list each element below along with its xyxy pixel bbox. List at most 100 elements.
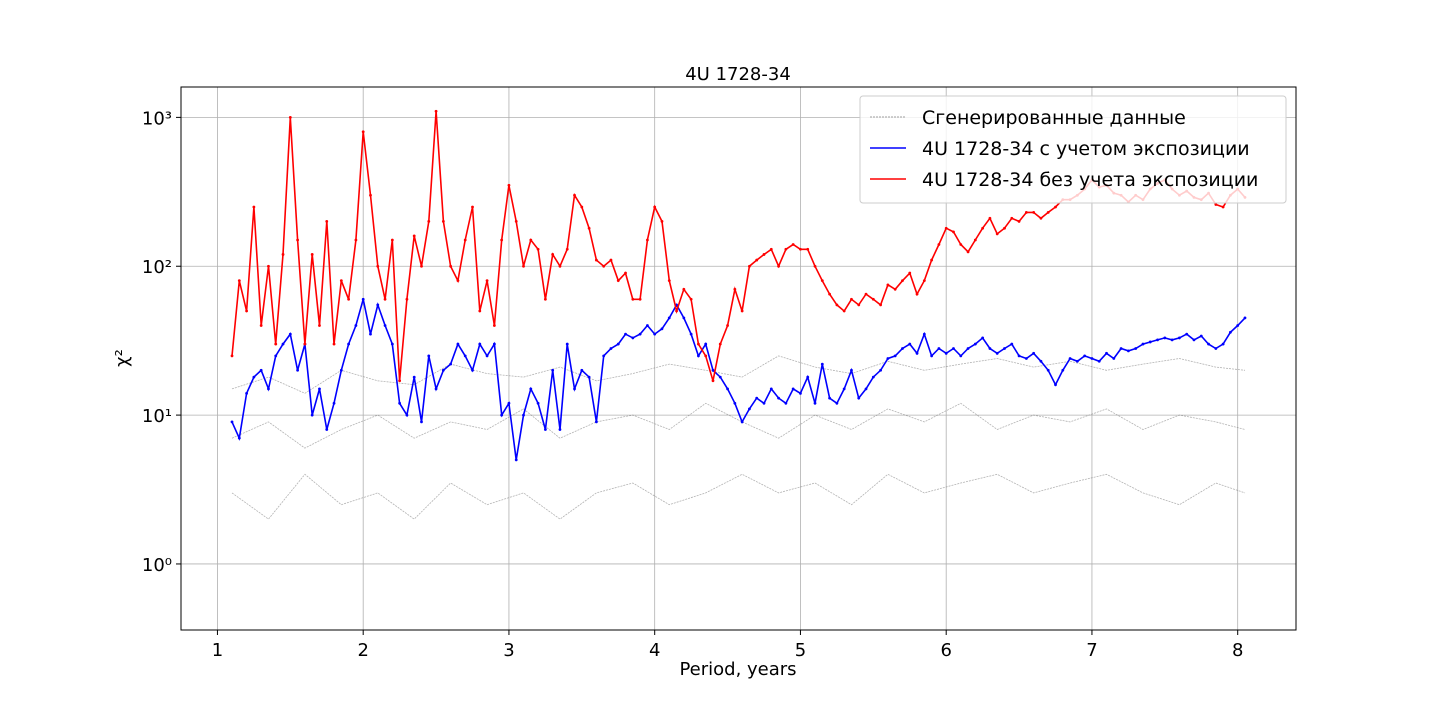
point [762, 401, 766, 405]
point [886, 357, 890, 360]
point [1032, 210, 1036, 214]
point [529, 387, 533, 391]
point [412, 375, 416, 379]
point [376, 264, 380, 268]
point [893, 354, 897, 358]
point [1010, 216, 1014, 220]
point [813, 401, 817, 405]
point [1214, 203, 1218, 206]
point [296, 238, 300, 242]
point [325, 220, 329, 223]
point [471, 205, 474, 209]
point [638, 332, 642, 336]
point [1068, 357, 1072, 360]
point [646, 324, 649, 327]
point [777, 264, 780, 268]
x-tick-label: 3 [503, 640, 514, 661]
point [602, 264, 606, 268]
x-tick-label: 1 [212, 640, 223, 661]
point [1177, 336, 1181, 340]
point [558, 264, 562, 268]
point [514, 220, 518, 223]
point [850, 297, 853, 301]
point [485, 279, 489, 283]
point [769, 387, 773, 391]
point [1126, 349, 1130, 353]
point [966, 347, 970, 350]
point [274, 354, 278, 358]
point [551, 253, 555, 256]
point [1090, 357, 1094, 360]
point [507, 401, 511, 405]
point [828, 292, 831, 296]
point [609, 258, 613, 262]
point [740, 420, 744, 424]
point [981, 336, 985, 340]
point [922, 332, 926, 336]
point [1032, 351, 1036, 355]
point [1170, 338, 1174, 342]
point [901, 279, 904, 283]
point [390, 238, 394, 242]
point [339, 279, 343, 283]
series-line [231, 355, 1246, 394]
point [1148, 340, 1152, 344]
point [1039, 359, 1043, 363]
point [711, 368, 715, 372]
point [507, 183, 511, 187]
point [995, 351, 999, 355]
point [952, 230, 955, 234]
point [879, 368, 883, 372]
legend-label: 4U 1728-34 без учета экспозиции [922, 169, 1258, 191]
point [748, 264, 751, 268]
point [842, 309, 846, 313]
point [230, 354, 234, 358]
chart-title: 4U 1728-34 [685, 64, 791, 85]
point [908, 271, 912, 275]
point [616, 279, 620, 283]
point [697, 354, 700, 358]
point [1192, 338, 1196, 342]
point [653, 205, 657, 209]
point [339, 368, 343, 372]
point [937, 243, 941, 246]
point [667, 279, 671, 283]
point [704, 342, 708, 346]
point [769, 247, 773, 251]
point [594, 258, 598, 262]
point [369, 193, 372, 197]
point [500, 238, 504, 242]
point [616, 342, 620, 346]
point [704, 354, 708, 358]
point [675, 309, 678, 313]
point [543, 297, 547, 301]
x-tick-label: 5 [795, 640, 806, 661]
point [587, 375, 591, 379]
point [420, 420, 423, 424]
point [492, 324, 496, 327]
point [558, 428, 562, 431]
point [901, 347, 904, 350]
point [748, 407, 751, 411]
point [784, 247, 788, 251]
series-line [231, 473, 1246, 520]
point [660, 327, 664, 331]
point [1003, 226, 1006, 230]
point [711, 379, 715, 383]
point [944, 226, 948, 230]
point [1221, 205, 1225, 209]
series-line [231, 299, 1246, 461]
point [930, 258, 934, 262]
point [1017, 220, 1021, 223]
point [427, 220, 431, 223]
point [471, 368, 474, 372]
point [573, 193, 576, 197]
point [354, 238, 358, 242]
point [412, 234, 416, 238]
point [405, 413, 409, 417]
point [1236, 324, 1240, 327]
point [318, 324, 321, 327]
point [1024, 210, 1028, 214]
point [369, 332, 372, 336]
